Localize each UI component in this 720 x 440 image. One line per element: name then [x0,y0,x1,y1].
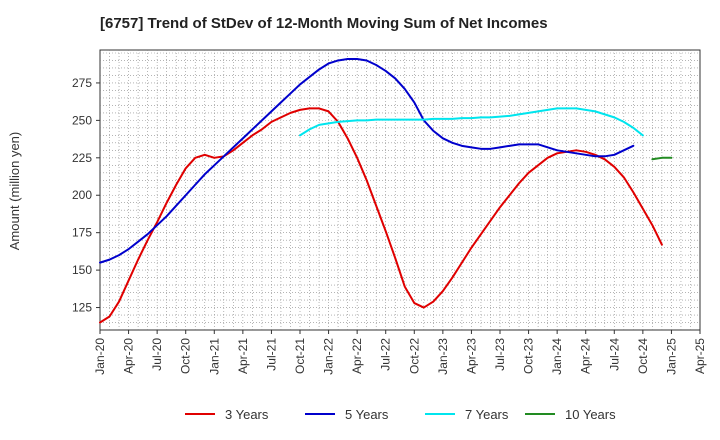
series-line-7-years [299,107,644,137]
series-line-5-years [99,57,635,264]
y-tick-label: 225 [72,151,92,165]
legend-label-3-years: 3 Years [225,407,269,422]
y-tick-label: 250 [72,113,92,127]
x-tick-label: Oct-23 [522,338,536,374]
x-tick-label: Jan-22 [322,338,336,375]
x-tick-label: Jan-21 [207,338,221,375]
y-tick-label: 275 [72,76,92,90]
y-tick-label: 200 [72,188,92,202]
series-line-10-years [651,156,673,161]
x-ticks: Jan-20 Apr-20 Jul-20 Oct-20 Jan-21 Apr-21 Jul-… [93,330,707,375]
x-tick-label: Jul-21 [264,338,278,371]
x-tick-label: Jul-22 [379,338,393,371]
plot-area [99,49,701,331]
x-tick-label: Apr-21 [236,338,250,374]
x-tick-label: Apr-22 [350,338,364,374]
plot-frame [99,49,701,331]
y-axis-label: Amount (million yen) [7,132,22,251]
y-tick-label: 150 [72,263,92,277]
x-tick-label: Oct-21 [293,338,307,374]
x-tick-label: Jan-24 [550,338,564,375]
x-tick-label: Jul-23 [493,338,507,371]
x-tick-label: Apr-25 [693,338,707,374]
chart-title: [6757] Trend of StDev of 12-Month Moving… [100,15,548,32]
x-tick-label: Oct-20 [179,338,193,374]
x-tick-label: Apr-24 [579,338,593,374]
y-tick-label: 125 [72,301,92,315]
x-tick-label: Apr-23 [464,338,478,374]
x-tick-label: Jan-20 [93,338,107,375]
x-tick-label: Jul-24 [607,338,621,371]
y-tick-label: 175 [72,226,92,240]
series-group [99,57,673,324]
legend-label-5-years: 5 Years [345,407,389,422]
x-tick-label: Jul-20 [150,338,164,371]
legend-label-7-years: 7 Years [465,407,509,422]
x-tick-label: Oct-22 [407,338,421,374]
x-tick-label: Apr-20 [122,338,136,374]
legend-label-10-years: 10 Years [565,407,616,422]
x-tick-label: Oct-24 [636,338,650,374]
x-tick-label: Jan-25 [664,338,678,375]
x-tick-label: Jan-23 [436,338,450,375]
y-ticks: 125 150 175 200 225 250 275 [72,76,100,315]
legend: 3 Years 5 Years 7 Years 10 Years [185,407,616,422]
